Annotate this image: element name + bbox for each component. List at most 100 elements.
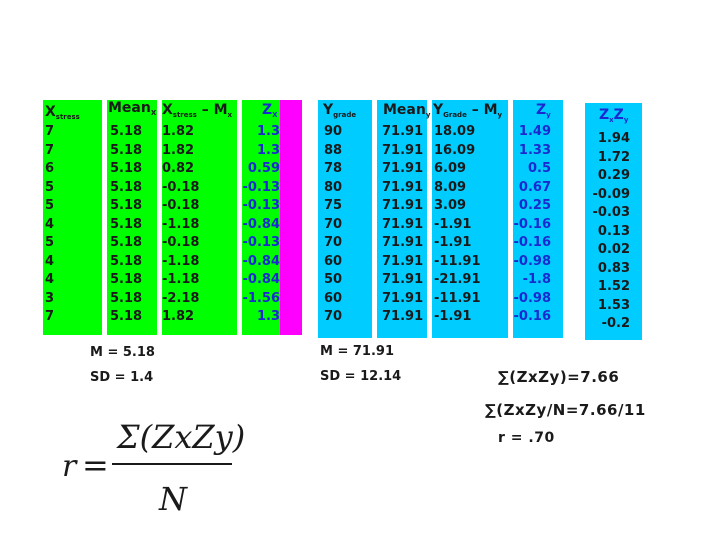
- cell-zx: -0.84: [242, 272, 280, 287]
- sum-zxzy: ∑(ZxZy)=7.66: [498, 368, 620, 386]
- cell-xdev: 1.82: [162, 142, 195, 158]
- cell-mean-y: 71.91: [382, 272, 424, 287]
- cell-zx: -0.13: [242, 198, 280, 213]
- cell-y: 80: [324, 179, 343, 195]
- cell-x: 5: [45, 198, 55, 213]
- cell-y: 70: [324, 309, 343, 324]
- cell-xdev: -0.18: [162, 235, 200, 250]
- cell-zx: 1.3: [256, 142, 280, 158]
- cell-mean-y: 71.91: [382, 161, 424, 176]
- cell-mean-y: 71.91: [382, 309, 424, 324]
- cell-zy: 0.25: [518, 198, 551, 213]
- cell-xdev: -2.18: [162, 290, 200, 306]
- header-y-deviation: YGrade – My: [433, 102, 503, 119]
- cell-zx: 0.59: [247, 161, 280, 176]
- formula-numerator: Σ(ZxZy): [117, 418, 246, 456]
- cell-zy: -0.16: [513, 309, 551, 324]
- cell-ydev: 3.09: [434, 198, 467, 213]
- cell-x: 3: [45, 290, 55, 306]
- cell-mean-x: 5.18: [110, 216, 143, 232]
- mean-x-stat: M = 5.18: [90, 345, 155, 360]
- formula-denominator: N: [159, 480, 187, 518]
- cell-y: 78: [324, 161, 343, 176]
- cell-xdev: -1.18: [162, 253, 200, 269]
- cell-zy: 1.33: [518, 142, 551, 158]
- sd-x-stat: SD = 1.4: [90, 370, 154, 385]
- cell-zxzy: 1.72: [597, 149, 630, 165]
- zxzy-table-background: [585, 103, 642, 340]
- cell-ydev: 6.09: [434, 161, 467, 176]
- column-x-deviation: 1.82 1.82 0.82 -0.18 -0.18 -1.18 -0.18 -1.18 -1.…: [162, 123, 232, 327]
- cell-xdev: -0.18: [162, 198, 200, 213]
- cell-y: 75: [324, 198, 343, 213]
- cell-zx: -1.56: [242, 290, 280, 306]
- header-zy: Zy: [536, 102, 551, 119]
- cell-mean-y: 71.91: [382, 216, 424, 232]
- cell-mean-y: 71.91: [382, 290, 424, 306]
- cell-xdev: 0.82: [162, 161, 195, 176]
- cell-ydev: 16.09: [434, 142, 476, 158]
- cell-zxzy: 0.83: [597, 260, 630, 276]
- cell-zx: -0.84: [242, 253, 280, 269]
- cell-zy: 1.49: [518, 124, 551, 139]
- sd-y-stat: SD = 12.14: [320, 369, 402, 384]
- mean-y-stat: M = 71.91: [320, 344, 395, 359]
- cell-ydev: -11.91: [434, 290, 481, 306]
- cell-mean-x: 5.18: [110, 179, 143, 195]
- cell-xdev: -1.18: [162, 272, 200, 287]
- y-table-background: [318, 100, 563, 338]
- cell-mean-x: 5.18: [110, 124, 143, 139]
- cell-ydev: 8.09: [434, 179, 467, 195]
- column-divider: [427, 100, 432, 340]
- r-value: r = .70: [498, 430, 555, 446]
- header-x-stress: Xstress: [45, 104, 80, 121]
- formula-equals: =: [82, 446, 109, 484]
- cell-mean-y: 71.91: [382, 179, 424, 195]
- cell-mean-x: 5.18: [110, 272, 143, 287]
- cell-x: 6: [45, 161, 55, 176]
- cell-zy: -0.16: [513, 216, 551, 232]
- cell-ydev: -1.91: [434, 235, 472, 250]
- cell-x: 7: [45, 142, 55, 158]
- column-zx: 1.3 1.3 0.59 -0.13 -0.13 -0.84 -0.13 -0.84 -0.84…: [240, 123, 280, 327]
- cell-x: 4: [45, 272, 55, 287]
- column-y-grade: 90 88 78 80 75 70 70 60 50 60 70: [324, 123, 364, 327]
- column-zxzy: 1.94 1.72 0.29 -0.09 -0.03 0.13 0.02 0.83 1.52 1.…: [588, 130, 630, 334]
- header-zx: ZX: [262, 102, 278, 119]
- cell-zx: 1.3: [256, 309, 280, 324]
- cell-mean-x: 5.18: [110, 198, 143, 213]
- cell-x: 4: [45, 216, 55, 232]
- column-divider: [508, 100, 513, 340]
- cell-zy: -1.8: [522, 272, 551, 287]
- cell-mean-x: 5.18: [110, 161, 143, 176]
- header-y-grade: Ygrade: [323, 102, 357, 119]
- cell-mean-y: 71.91: [382, 253, 424, 269]
- cell-zxzy: -0.09: [592, 186, 630, 202]
- header-x-deviation: Xstress – Mx: [162, 102, 233, 119]
- cell-ydev: 18.09: [434, 124, 476, 139]
- column-mean-x: 5.18 5.18 5.18 5.18 5.18 5.18 5.18 5.18 5.18 5.18…: [110, 123, 155, 327]
- cell-mean-x: 5.18: [110, 290, 143, 306]
- cell-zxzy: 1.52: [597, 279, 630, 294]
- column-divider: [102, 100, 107, 337]
- cell-zx: -0.84: [242, 216, 280, 232]
- cell-mean-x: 5.18: [110, 309, 143, 324]
- cell-zx: -0.13: [242, 179, 280, 195]
- cell-xdev: 1.82: [162, 124, 195, 139]
- cell-zx: -0.13: [242, 235, 280, 250]
- cell-y: 70: [324, 216, 343, 232]
- cell-y: 60: [324, 290, 343, 306]
- cell-y: 50: [324, 272, 343, 287]
- cell-zxzy: -0.2: [601, 316, 630, 331]
- column-mean-y: 71.91 71.91 71.91 71.91 71.91 71.91 71.91 71.91…: [382, 123, 427, 327]
- cell-zy: -0.98: [513, 253, 551, 269]
- separator-strip: [280, 100, 302, 335]
- cell-zxzy: -0.03: [592, 205, 630, 220]
- cell-x: 7: [45, 309, 55, 324]
- cell-xdev: -0.18: [162, 179, 200, 195]
- cell-mean-y: 71.91: [382, 198, 424, 213]
- column-y-deviation: 18.09 16.09 6.09 8.09 3.09 -1.91 -1.91 -11.91 -2…: [434, 123, 504, 327]
- cell-zxzy: 0.13: [597, 223, 630, 239]
- cell-y: 60: [324, 253, 343, 269]
- cell-x: 4: [45, 253, 55, 269]
